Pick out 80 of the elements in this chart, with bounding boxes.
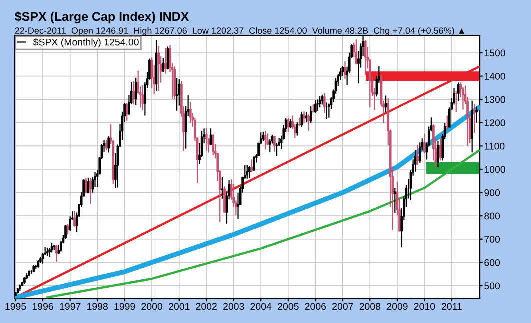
candlestick xyxy=(473,104,476,133)
y-tick-label: 600 xyxy=(484,259,500,266)
candlestick xyxy=(250,160,254,172)
candlestick xyxy=(416,145,420,166)
y-tick-label: 1200 xyxy=(484,120,506,127)
candlestick xyxy=(323,92,326,113)
x-tick-label: 2001 xyxy=(169,303,190,310)
y-tick-label: 800 xyxy=(484,212,500,220)
candlestick xyxy=(164,48,167,74)
x-tick-label: 2010 xyxy=(414,303,436,310)
candlestick xyxy=(303,112,306,124)
candlestick xyxy=(418,142,422,164)
candlestick xyxy=(314,100,317,113)
x-tick-label: 2008 xyxy=(360,303,381,310)
candlestick xyxy=(134,78,138,106)
line-series xyxy=(46,150,480,299)
x-tick-label: 1999 xyxy=(114,303,136,310)
y-tick-label: 1400 xyxy=(484,73,506,80)
x-tick-label: 2007 xyxy=(332,303,354,310)
candlestick xyxy=(221,177,224,199)
chart-title: $SPX (Large Cap Index) INDX xyxy=(15,12,190,24)
candlestick xyxy=(253,156,256,171)
x-tick-label: 2006 xyxy=(305,303,326,310)
candlestick xyxy=(455,91,458,112)
x-tick-label: 2011 xyxy=(442,303,462,310)
y-tick-label: 1100 xyxy=(484,142,505,150)
x-tick-label: 2002 xyxy=(196,303,217,310)
x-tick-label: 2004 xyxy=(250,303,272,310)
candlestick xyxy=(394,188,396,214)
candlestick xyxy=(364,40,367,76)
x-tick-label: 2009 xyxy=(387,303,408,310)
y-tick-label: 1500 xyxy=(484,50,506,57)
x-tick-label: 1998 xyxy=(87,303,108,310)
candlestick xyxy=(248,166,251,178)
candlestick xyxy=(176,78,178,111)
candlestick xyxy=(316,100,320,112)
candlestick xyxy=(312,104,315,113)
candlestick xyxy=(384,96,388,112)
y-tick-label: 1000 xyxy=(484,166,506,174)
x-tick-label: 1997 xyxy=(60,303,81,310)
candlestick xyxy=(264,130,267,150)
candlestick xyxy=(300,112,304,128)
y-tick-label: 500 xyxy=(484,282,500,290)
x-tick-label: 2000 xyxy=(142,303,162,310)
candlestick xyxy=(64,225,67,240)
candlestick xyxy=(424,134,426,154)
candlestick xyxy=(212,134,215,156)
x-tick-label: 1995 xyxy=(6,303,26,310)
candlestick xyxy=(414,150,417,172)
candlestick xyxy=(437,140,440,168)
candlestick xyxy=(132,81,135,105)
candlestick xyxy=(90,178,92,204)
candlestick xyxy=(108,136,110,153)
candlestick xyxy=(84,178,88,194)
candlestick xyxy=(53,245,56,250)
candlestick xyxy=(224,186,226,214)
candlestick xyxy=(55,245,58,262)
y-tick-label: 1300 xyxy=(484,96,506,104)
x-tick-label: 2003 xyxy=(224,303,244,310)
candlestick xyxy=(308,114,310,131)
candlestick xyxy=(189,102,192,123)
candlestick xyxy=(66,224,70,235)
candlestick xyxy=(318,96,322,108)
candlestick xyxy=(296,122,299,136)
candlestick xyxy=(274,136,276,152)
y-tick-label: 700 xyxy=(484,236,500,243)
candlestick xyxy=(205,128,208,152)
candlestick xyxy=(246,165,249,179)
candlestick xyxy=(458,82,460,102)
candlestick xyxy=(268,139,272,152)
candlestick xyxy=(344,62,346,80)
x-tick-label: 2005 xyxy=(278,303,299,310)
candlestick xyxy=(310,106,312,123)
candlestick xyxy=(158,46,160,92)
candlestick xyxy=(162,58,165,72)
legend-label: $SPX (Monthly) 1254.00 xyxy=(33,38,139,48)
x-tick-label: 1996 xyxy=(32,303,54,310)
candlestick xyxy=(74,211,76,227)
candlestick xyxy=(446,116,449,130)
y-tick-label: 900 xyxy=(484,190,500,196)
